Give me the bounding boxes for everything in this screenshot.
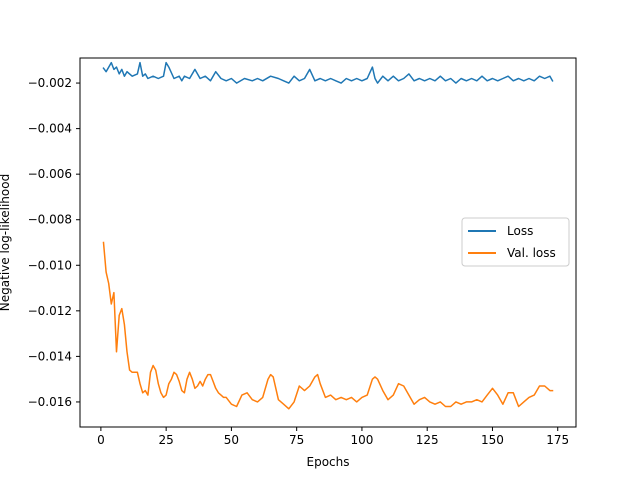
x-tick-label: 125 [416, 433, 439, 447]
y-tick-label: −0.012 [28, 304, 72, 318]
legend-label-loss: Loss [507, 224, 533, 238]
x-tick-label: 50 [224, 433, 239, 447]
y-tick-label: −0.002 [28, 76, 72, 90]
x-tick-label: 75 [289, 433, 304, 447]
x-tick-label: 175 [546, 433, 569, 447]
x-tick-label: 100 [350, 433, 373, 447]
x-tick-label: 150 [481, 433, 504, 447]
y-tick-label: −0.004 [28, 122, 72, 136]
y-axis: −0.016 −0.014 −0.012 −0.010 −0.008 −0.006 −0.0… [28, 76, 80, 409]
y-tick-label: −0.006 [28, 167, 72, 181]
series-layer [102, 61, 554, 410]
y-tick-label: −0.016 [28, 395, 72, 409]
legend-label-val-loss: Val. loss [507, 246, 556, 260]
y-tick-label: −0.014 [28, 349, 72, 363]
x-axis-title: Epochs [307, 455, 350, 469]
y-tick-label: −0.008 [28, 213, 72, 227]
y-tick-label: −0.010 [28, 258, 72, 272]
series-line-loss [102, 61, 554, 84]
plot-frame [79, 57, 577, 428]
y-axis-title: Negative log-likelihood [0, 174, 12, 311]
x-tick-label: 25 [159, 433, 174, 447]
x-axis: 0 25 50 75 100 125 150 175 [97, 427, 569, 447]
series-line-val-loss [102, 241, 554, 410]
legend: Loss Val. loss [461, 217, 570, 267]
x-tick-label: 0 [97, 433, 105, 447]
